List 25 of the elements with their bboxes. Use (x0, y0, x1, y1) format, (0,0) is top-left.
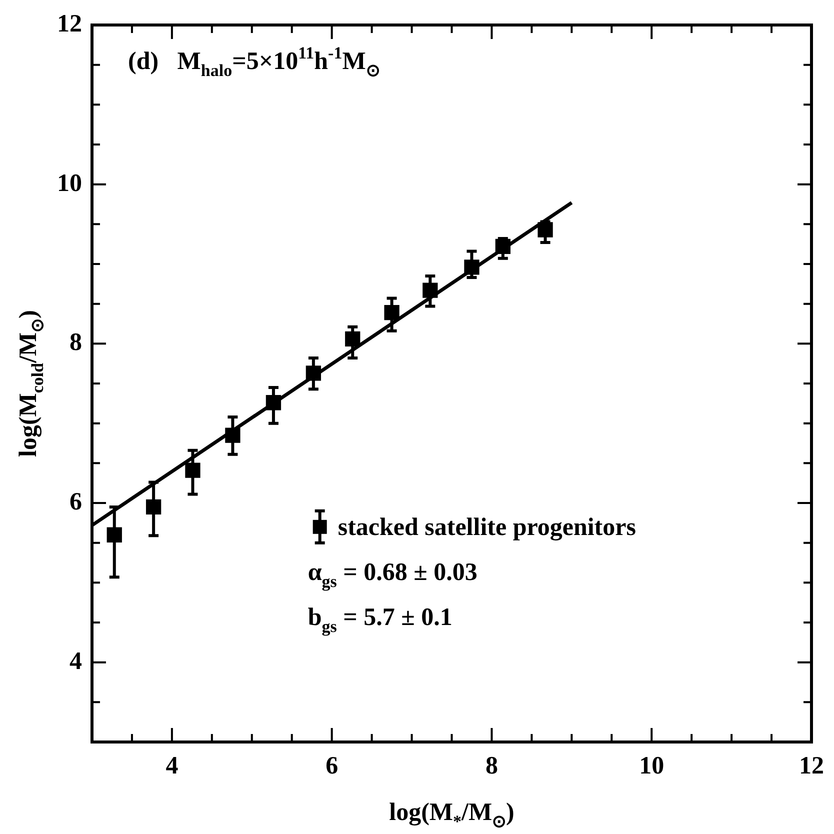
x-axis-title: log(M*/M⊙) (389, 799, 514, 831)
point (345, 331, 360, 346)
point (146, 499, 162, 515)
point (266, 395, 282, 410)
point (495, 238, 510, 254)
y-axis-title: log(Mcold/M⊙) (15, 310, 47, 457)
point (384, 305, 400, 320)
x-tick-label: 10 (639, 752, 664, 780)
point (306, 366, 322, 381)
point (464, 260, 480, 275)
point (185, 462, 200, 478)
x-tick-label: 4 (166, 752, 179, 780)
point (422, 282, 438, 298)
y-tick-label: 6 (70, 488, 82, 516)
y-tick-label: 12 (57, 10, 82, 38)
x-tick-label: 12 (799, 752, 824, 780)
x-tick-label: 8 (485, 752, 498, 780)
y-tick-label: 10 (57, 170, 82, 197)
point (106, 527, 122, 542)
y-tick-label: 4 (70, 648, 82, 675)
x-tick-label: 6 (326, 752, 338, 780)
point (538, 222, 553, 238)
y-tick-label: 8 (70, 329, 82, 356)
point (225, 428, 240, 443)
legend-label: stacked satellite progenitors (338, 514, 636, 541)
